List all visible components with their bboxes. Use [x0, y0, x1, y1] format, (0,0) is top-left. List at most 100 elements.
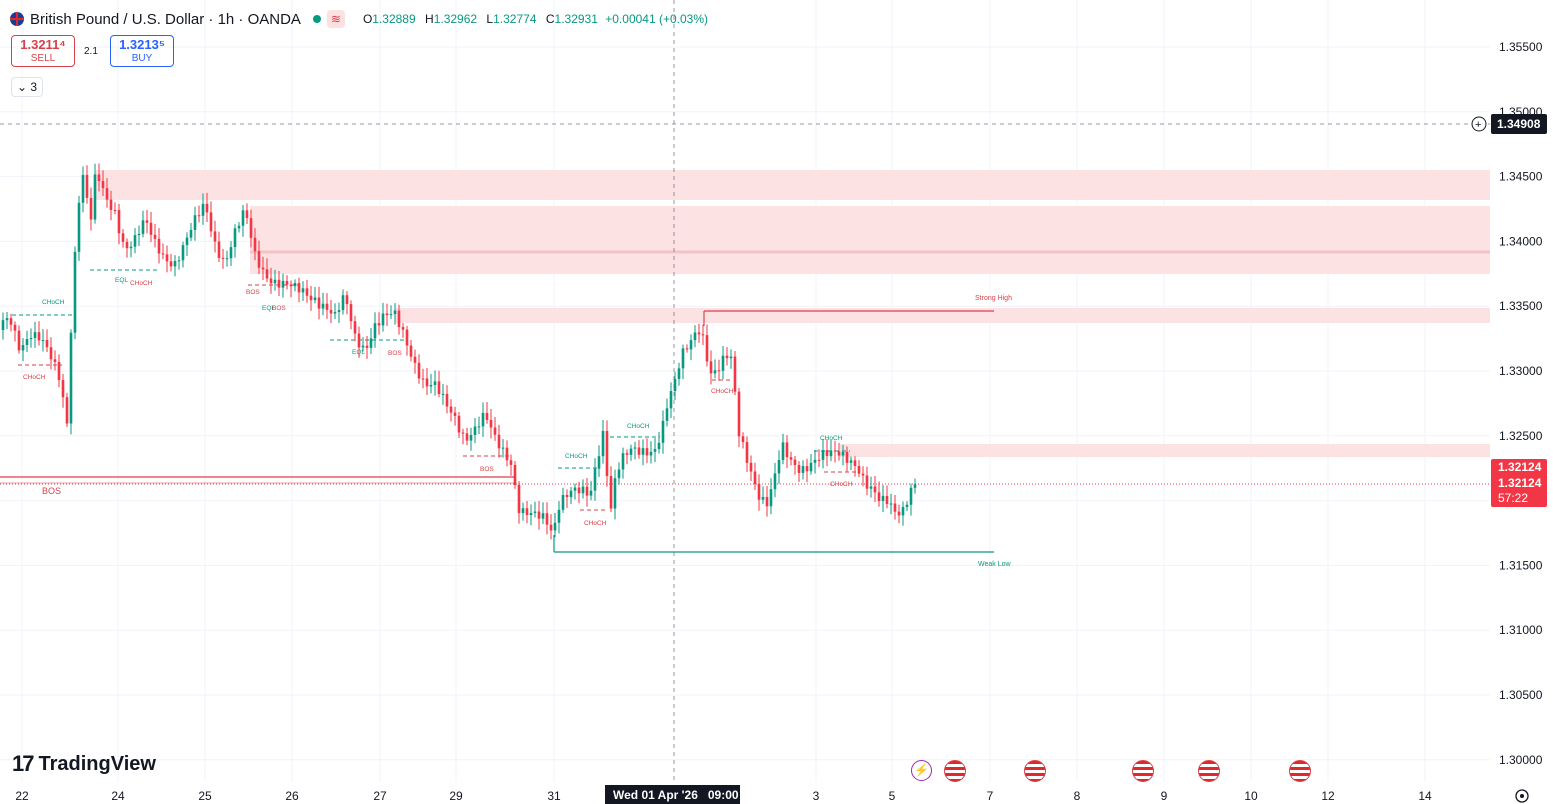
candle-body: [901, 506, 905, 516]
candle-body: [737, 391, 741, 437]
time-tick: 10: [1244, 789, 1258, 803]
symbol-title[interactable]: British Pound / U.S. Dollar · 1h · OANDA: [30, 10, 301, 28]
sell-button[interactable]: 1.3211⁴ SELL: [11, 35, 75, 67]
candle-body: [689, 340, 693, 350]
candle-body: [861, 473, 865, 476]
candle-body: [25, 339, 29, 346]
structure-label: CHoCH: [627, 423, 650, 430]
candle-body: [841, 452, 845, 456]
wave-icon[interactable]: ≋: [326, 10, 345, 28]
candle-body: [393, 310, 397, 315]
candle-body: [825, 450, 829, 457]
structure-label: CHoCH: [130, 280, 153, 287]
close-value: 1.32931: [554, 12, 598, 26]
candle-body: [421, 378, 425, 380]
candle-body: [225, 258, 229, 260]
flash-icon[interactable]: ⚡: [911, 760, 932, 781]
add-alert-icon[interactable]: [1471, 116, 1487, 132]
candle-body: [781, 442, 785, 461]
structure-label: BOS: [246, 289, 260, 296]
us-flag-icon[interactable]: [1024, 760, 1046, 782]
candle-body: [857, 465, 861, 474]
candle-body: [813, 459, 817, 463]
candle-body: [437, 381, 441, 395]
us-flag-icon[interactable]: [944, 760, 966, 782]
price-tick: 1.32500: [1499, 429, 1543, 443]
time-tick: 27: [373, 789, 387, 803]
structure-label: EQL: [352, 349, 365, 356]
candle-body: [369, 338, 373, 348]
candle-body: [409, 345, 413, 357]
candle-body: [181, 245, 185, 261]
candle-body: [749, 462, 753, 472]
candle-body: [365, 345, 369, 348]
weak-low-label: Weak Low: [978, 561, 1011, 568]
candle-body: [205, 203, 209, 213]
time-tick: 14: [1418, 789, 1432, 803]
candle-body: [849, 460, 853, 463]
candle-body: [1, 320, 5, 330]
candle-body: [481, 412, 485, 427]
market-open-icon: [312, 15, 321, 23]
candlesticks: [1, 163, 917, 540]
candle-body: [653, 449, 657, 452]
candle-body: [5, 318, 9, 321]
candle-body: [377, 323, 381, 326]
tradingview-logo[interactable]: 17 TradingView: [12, 751, 156, 777]
candle-body: [449, 406, 453, 413]
time-tick: 5: [889, 789, 896, 803]
candle-body: [713, 370, 717, 374]
candle-body: [321, 303, 325, 309]
us-flag-icon[interactable]: [1289, 760, 1311, 782]
candle-body: [453, 412, 457, 416]
candle-body: [229, 247, 233, 259]
candle-body: [173, 261, 177, 267]
candle-body: [593, 468, 597, 491]
time-tick: 8: [1074, 789, 1081, 803]
candle-body: [69, 332, 73, 424]
candle-body: [9, 318, 13, 325]
candle-body: [853, 460, 857, 466]
candle-body: [361, 345, 365, 348]
buy-button[interactable]: 1.3213⁵ BUY: [110, 35, 174, 67]
candle-body: [373, 323, 377, 339]
candle-body: [577, 487, 581, 494]
candle-body: [793, 459, 797, 466]
candle-body: [493, 427, 497, 435]
settings-icon[interactable]: [1515, 789, 1529, 803]
candle-body: [457, 415, 461, 433]
price-tick: 1.35500: [1499, 40, 1543, 54]
candle-body: [145, 220, 149, 223]
time-tick: 29: [449, 789, 463, 803]
candle-body: [233, 228, 237, 248]
price-axis[interactable]: 1.355001.350001.345001.340001.335001.330…: [1499, 40, 1543, 767]
supply-zone: [395, 308, 1490, 323]
us-flag-icon[interactable]: [1198, 760, 1220, 782]
indicators-toggle-button[interactable]: ⌄ 3: [11, 77, 43, 97]
candle-body: [649, 451, 653, 456]
time-tick: 3: [813, 789, 820, 803]
candle-body: [717, 370, 721, 372]
candle-body: [661, 420, 665, 443]
candle-body: [121, 233, 125, 242]
candle-body: [273, 279, 277, 284]
candle-body: [773, 473, 777, 490]
candle-body: [49, 347, 53, 360]
candle-body: [721, 355, 725, 371]
us-flag-icon[interactable]: [1132, 760, 1154, 782]
candle-body: [221, 257, 225, 259]
candle-body: [513, 464, 517, 485]
candle-body: [141, 220, 145, 234]
candle-body: [681, 348, 685, 369]
candle-body: [81, 174, 85, 203]
tradingview-logo-text: TradingView: [38, 752, 156, 775]
candle-body: [425, 378, 429, 387]
structure-label: BOS: [42, 486, 61, 496]
candle-body: [105, 188, 109, 200]
time-axis[interactable]: 22 24 25 26 27 29 31 3 5 7 8 9 10 12 14: [15, 789, 1432, 803]
supply-zone: [840, 444, 1490, 457]
structure-label: CHoCH: [830, 481, 853, 488]
candle-body: [497, 434, 501, 449]
price-tick: 1.31500: [1499, 558, 1543, 572]
